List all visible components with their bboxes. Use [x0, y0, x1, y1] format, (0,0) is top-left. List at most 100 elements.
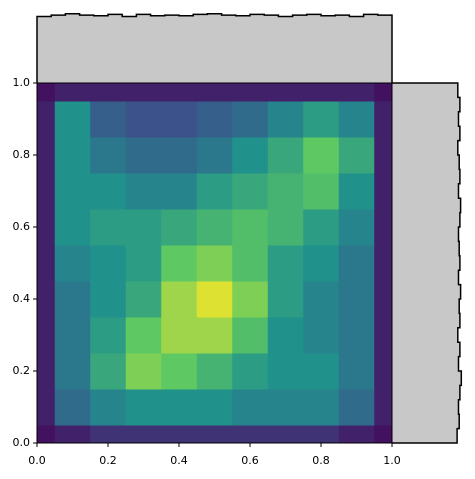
- density-cell: [374, 389, 393, 426]
- density-cell: [374, 83, 393, 102]
- density-cell: [267, 173, 304, 210]
- hist-bar: [363, 14, 379, 83]
- hist-bar: [51, 15, 66, 84]
- hist-bar: [392, 140, 458, 156]
- density-cell: [125, 137, 162, 174]
- density-cell: [338, 137, 375, 174]
- hist-bar: [392, 414, 460, 429]
- hist-bar: [335, 15, 350, 84]
- density-cell: [90, 209, 127, 246]
- hist-bar: [392, 111, 459, 127]
- hist-bar: [392, 270, 459, 285]
- density-cell: [54, 389, 91, 426]
- density-cell: [90, 137, 127, 174]
- density-cell: [267, 353, 304, 390]
- density-cell: [37, 281, 56, 318]
- y-tick-label: 0.2: [13, 364, 31, 377]
- density-cell: [90, 353, 127, 390]
- hist-bar: [136, 14, 151, 83]
- density-cell: [338, 425, 375, 444]
- density-cell: [196, 209, 233, 246]
- hist-bar: [392, 183, 459, 199]
- density-cell: [90, 317, 127, 354]
- density-cell: [54, 83, 91, 102]
- density-cell: [54, 245, 91, 282]
- density-cell: [338, 281, 375, 318]
- density-cell: [303, 281, 340, 318]
- density-cell: [125, 353, 162, 390]
- hist-bar: [179, 15, 194, 83]
- density-cell: [54, 425, 91, 444]
- density-cell: [232, 173, 269, 210]
- density-cell: [232, 137, 269, 174]
- density-cell: [90, 425, 127, 444]
- density-cell: [161, 245, 198, 282]
- hist-bar: [321, 15, 336, 83]
- hist-bar: [65, 13, 80, 84]
- density-cell: [374, 281, 393, 318]
- density-cell: [267, 317, 304, 354]
- hist-bar: [235, 15, 251, 83]
- density-cell: [37, 101, 56, 138]
- density-cell: [196, 425, 233, 444]
- density-cell: [196, 83, 233, 102]
- x-tick-label: 0.8: [312, 454, 330, 467]
- density-cell: [161, 83, 198, 102]
- x-tick-label: 0.6: [241, 454, 259, 467]
- density-cell: [267, 101, 304, 138]
- hist-outline: [36, 12, 393, 83]
- density-cell: [338, 317, 375, 354]
- density-cell: [374, 101, 393, 138]
- density-cell: [374, 209, 393, 246]
- hist-bar: [108, 14, 123, 83]
- hist-bar: [392, 155, 460, 170]
- density-cell: [338, 353, 375, 390]
- density-cell: [303, 425, 340, 444]
- density-cell: [125, 173, 162, 210]
- hist-bar: [392, 212, 460, 228]
- density-cell: [232, 209, 269, 246]
- density-cell: [37, 389, 56, 426]
- density-cell: [303, 317, 340, 354]
- x-tick-label: 0.4: [170, 454, 188, 467]
- hist-bar: [392, 371, 462, 386]
- density-cell: [90, 173, 127, 210]
- density-cell: [267, 137, 304, 174]
- hist-bar: [392, 385, 460, 401]
- density-cell: [303, 83, 340, 102]
- density-cell: [37, 83, 56, 102]
- density-cell: [37, 245, 56, 282]
- density-cell: [267, 245, 304, 282]
- hist-bar: [292, 15, 308, 84]
- density-cell: [338, 83, 375, 102]
- density-cell: [267, 83, 304, 102]
- density-cell: [338, 101, 375, 138]
- density-cell: [232, 317, 269, 354]
- density-cell: [232, 83, 269, 102]
- density-cell: [303, 101, 340, 138]
- density-cell: [161, 425, 198, 444]
- density-cell: [374, 173, 393, 210]
- hist-bar: [392, 284, 461, 300]
- hist-bar: [392, 198, 461, 213]
- density-cell: [54, 353, 91, 390]
- density-cell: [37, 353, 56, 390]
- hist-bar: [392, 399, 459, 415]
- hist-bar: [193, 14, 208, 83]
- density-cell: [54, 317, 91, 354]
- hist-bar: [122, 16, 137, 83]
- y-tick-label: 1.0: [13, 76, 31, 89]
- density-cell: [125, 281, 162, 318]
- density-cell: [161, 101, 198, 138]
- density-cell: [232, 425, 269, 444]
- hist-bar: [207, 13, 222, 84]
- density-cell: [303, 137, 340, 174]
- hist-bar: [79, 15, 95, 84]
- hist-bar: [392, 126, 460, 141]
- density-cell: [196, 281, 233, 318]
- density-cell: [196, 389, 233, 426]
- hist-bar: [306, 14, 322, 83]
- density-cell: [54, 137, 91, 174]
- density-cell: [161, 389, 198, 426]
